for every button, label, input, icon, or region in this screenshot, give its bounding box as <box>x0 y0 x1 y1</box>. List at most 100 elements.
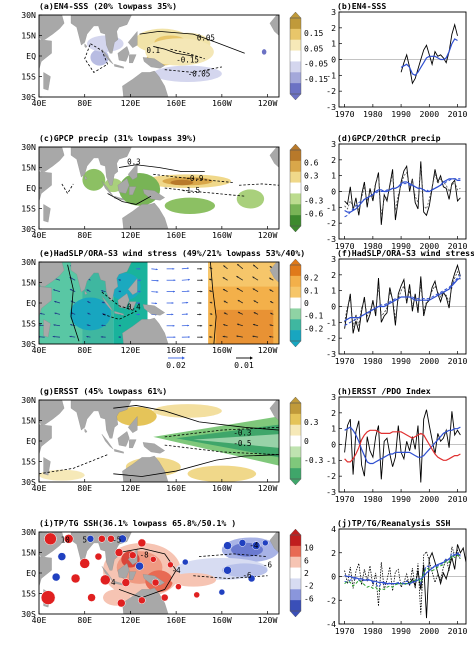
land-mass <box>129 571 137 580</box>
contour-line <box>238 183 279 186</box>
contour-label: 4 <box>111 578 116 587</box>
contour-line <box>164 426 279 438</box>
land-mass <box>39 39 52 97</box>
ts-xtick-label: 2000 <box>419 494 439 504</box>
land-mass <box>43 72 51 91</box>
land-mass <box>70 532 132 571</box>
wind-arrow-head <box>269 277 272 280</box>
field-anomaly-8 <box>170 573 217 587</box>
tide-gauge-marker <box>167 561 174 569</box>
land-mass <box>101 296 114 312</box>
land-mass <box>101 434 114 450</box>
wind-arrow-head <box>54 300 57 303</box>
lat-tick-label: 15S <box>21 204 36 214</box>
ts-ytick-label: -3 <box>326 487 336 497</box>
tide-gauge-marker <box>87 593 96 602</box>
lon-tick-label: 160W <box>212 615 232 625</box>
contour-line <box>210 262 217 344</box>
ts-title: (h)ERSST /PDO Index <box>337 386 431 396</box>
ts-xtick-label: 2000 <box>419 626 439 636</box>
tide-gauge-marker <box>223 541 232 550</box>
colorbar-bottom-arrow <box>289 340 302 348</box>
colorbar-segment <box>290 275 301 288</box>
land-mass <box>84 175 88 181</box>
field-anomaly-7 <box>39 469 85 481</box>
wind-arrow-head <box>223 265 226 268</box>
colorbar-label: 6 <box>304 556 309 565</box>
wind-arrow-head <box>186 301 189 304</box>
lon-tick-label: 40E <box>32 230 47 240</box>
colorbar-frame <box>289 264 302 342</box>
colorbar-segment <box>290 589 301 601</box>
land-mass <box>70 262 132 301</box>
land-mass <box>70 147 132 186</box>
colorbar-segment <box>290 424 301 436</box>
ts-title: (b)EN4-SSS <box>337 1 386 11</box>
contour-line <box>107 193 152 205</box>
map-title: (a)EN4-SSS (20% lowpass 35%) <box>39 1 177 11</box>
land-mass <box>84 428 88 434</box>
colorbar-label: -0.1 <box>304 312 323 321</box>
wind-arrow-head <box>87 312 90 315</box>
ts-xtick-label: 1980 <box>363 241 383 251</box>
series-line-blue-dash <box>344 178 461 218</box>
ts-series-group <box>344 544 466 619</box>
contour-label: -0.4 <box>123 303 142 312</box>
tide-gauge-marker <box>128 551 137 559</box>
colorbar-segment <box>290 171 301 183</box>
lon-tick-label: 120W <box>258 615 278 625</box>
tide-gauge-marker <box>193 591 200 599</box>
contour-label: -6 <box>263 560 273 569</box>
lat-tick-label: 15N <box>21 548 36 558</box>
colorbar-segment <box>290 403 301 415</box>
wind-arrow-head <box>100 335 103 338</box>
land-mass <box>122 70 169 97</box>
contour-label: 5 <box>82 536 87 545</box>
wind-arrow-head <box>173 290 175 293</box>
tide-gauge-marker <box>117 598 126 608</box>
wind-arrow-head <box>222 335 225 338</box>
series-line-red <box>344 429 461 463</box>
wind-arrow-head <box>237 323 239 326</box>
wind-arrow-head <box>69 288 72 291</box>
contour-label: -5 <box>112 536 121 545</box>
map-panel-3: (e)HadSLP/ORA-S3 wind stress (49%/21% lo… <box>21 248 323 370</box>
colorbar-segment <box>290 61 301 73</box>
map-field: 0.05 0.1 -0.15 -0.05 <box>39 15 279 97</box>
wind-arrow-head <box>39 324 41 327</box>
wind-arrow-head <box>209 313 212 316</box>
tide-gauge-marker <box>107 535 115 543</box>
map-title: (i)TP/TG SSH(36.1% lowpass 65.8%/50.1% ) <box>39 518 236 528</box>
lat-tick-label: 15N <box>21 278 36 288</box>
lon-tick-label: 120E <box>121 345 141 355</box>
colorbar-bottom-arrow <box>289 478 302 486</box>
lon-tick-label: 80E <box>77 98 92 108</box>
wind-arrow-head <box>69 335 72 338</box>
colorbar-bottom-arrow <box>289 225 302 233</box>
wind-arrow-head <box>252 276 255 279</box>
contour-line <box>101 291 138 320</box>
wind-arrow-head <box>52 335 55 338</box>
tide-gauge-marker <box>218 588 226 596</box>
wind-arrow-head <box>200 279 203 282</box>
colorbar-label: 0.6 <box>304 159 319 168</box>
colorbar-top-arrow <box>289 11 302 19</box>
map-field: 10 5 -5 -8 -4 -4 -6 -6 4 <box>39 532 279 614</box>
lat-tick-label: 15S <box>21 589 36 599</box>
wind-arrow-head <box>253 300 256 303</box>
colorbar-top-arrow <box>289 528 302 536</box>
ts-title: (f)HadSLP/ORA-S3 wind stress <box>337 248 474 258</box>
land-mass <box>117 178 130 194</box>
field-anomaly-6 <box>164 197 215 214</box>
contour-line <box>153 46 194 57</box>
land-mass <box>117 46 130 62</box>
wind-arrow-head <box>223 312 226 315</box>
land-mass <box>117 431 130 447</box>
land-mass <box>39 400 65 425</box>
wind-arrow-head <box>171 302 174 304</box>
colorbar: 0.3 0 -0.3 <box>289 396 323 486</box>
map-field: -0.3 -0.5 <box>39 400 279 482</box>
colorbar-top-arrow <box>289 258 302 266</box>
wind-arrow-head <box>187 324 190 327</box>
